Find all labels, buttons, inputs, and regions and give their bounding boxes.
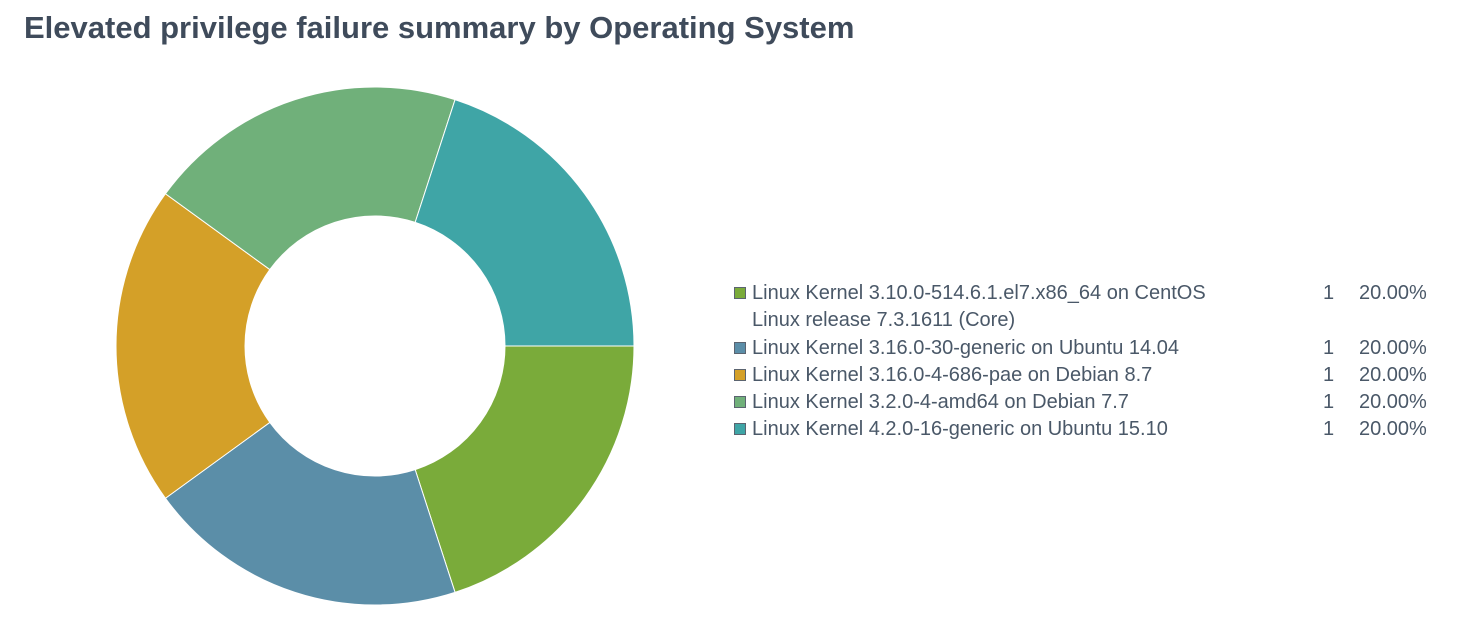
donut-chart [115,86,635,606]
legend-swatch [734,423,746,436]
legend-swatch [734,396,746,409]
legend-item[interactable]: Linux Kernel 3.16.0-4-686-pae on Debian … [733,362,1433,389]
legend-label: Linux Kernel 3.16.0-30-generic on Ubuntu… [752,336,1179,359]
legend-percent: 20.00% [1359,336,1427,359]
legend-percent: 20.00% [1359,418,1427,441]
chart-title: Elevated privilege failure summary by Op… [24,10,855,45]
legend-count: 1 [1323,418,1335,441]
legend-count: 1 [1323,336,1335,359]
legend-count: 1 [1323,363,1335,386]
legend-item[interactable]: Linux Kernel 3.10.0-514.6.1.el7.x86_64 o… [733,280,1433,335]
donut-slice-0[interactable] [414,345,635,593]
legend-percent: 20.00% [1359,363,1427,386]
legend-label: Linux Kernel 4.2.0-16-generic on Ubuntu … [752,418,1168,441]
legend-label-line1: Linux Kernel 3.10.0-514.6.1.el7.x86_64 o… [752,282,1206,304]
legend-item[interactable]: Linux Kernel 3.16.0-30-generic on Ubuntu… [733,335,1433,362]
donut-slices [115,86,635,606]
legend-swatch [734,287,746,299]
donut-slice-4[interactable] [414,99,635,347]
donut-slice-1[interactable] [164,421,456,606]
legend-swatch [734,368,746,381]
legend-count: 1 [1323,391,1335,414]
donut-slice-2[interactable] [115,193,271,499]
legend-count: 1 [1323,282,1335,304]
chart-legend: Linux Kernel 3.10.0-514.6.1.el7.x86_64 o… [733,280,1433,444]
legend-label: Linux Kernel 3.2.0-4-amd64 on Debian 7.7 [752,391,1129,414]
donut-slice-3[interactable] [164,86,456,271]
legend-percent: 20.00% [1359,282,1427,304]
legend-label: Linux Kernel 3.10.0-514.6.1.el7.x86_64 o… [752,280,1292,335]
legend-item[interactable]: Linux Kernel 3.2.0-4-amd64 on Debian 7.7… [733,389,1433,416]
legend-label: Linux Kernel 3.16.0-4-686-pae on Debian … [752,363,1153,386]
legend-percent: 20.00% [1359,391,1427,414]
legend-swatch [734,341,746,354]
legend-label-line2: Linux release 7.3.1611 (Core) [752,309,1016,332]
legend-item[interactable]: Linux Kernel 4.2.0-16-generic on Ubuntu … [733,416,1433,443]
